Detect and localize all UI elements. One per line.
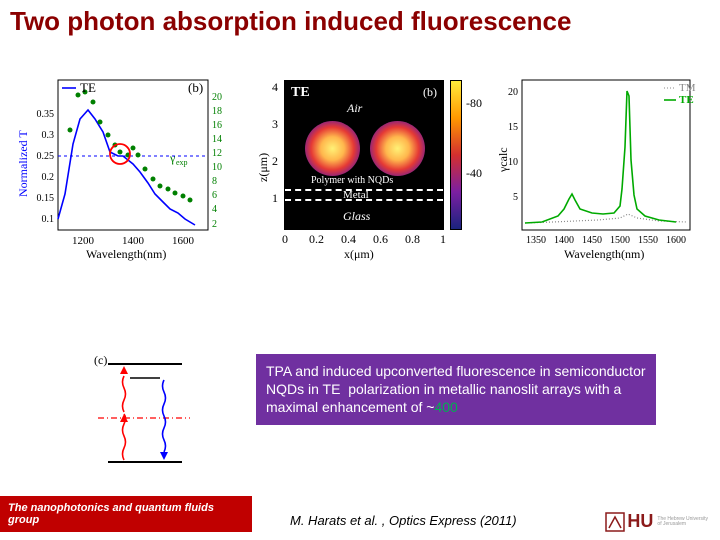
panel-a-label: (b)	[188, 80, 203, 95]
svg-text:1600: 1600	[666, 235, 686, 246]
svg-text:1450: 1450	[582, 235, 602, 246]
svg-text:1400: 1400	[122, 235, 145, 247]
svg-text:(c): (c)	[94, 353, 107, 367]
svg-text:8: 8	[212, 176, 217, 187]
panel-c-ylabel: γcalc	[496, 147, 511, 172]
svg-text:1200: 1200	[72, 235, 95, 247]
svg-text:2: 2	[212, 219, 217, 230]
panel-b-ylabel: z(μm)	[256, 153, 271, 182]
svg-text:0.15: 0.15	[37, 193, 55, 204]
panel-a-gamma-label: γ	[169, 151, 176, 165]
svg-text:12: 12	[212, 148, 222, 159]
heatmap-te-label: TE	[291, 85, 310, 101]
slide-title: Two photon absorption induced fluorescen…	[10, 6, 571, 37]
svg-text:10: 10	[212, 162, 222, 173]
svg-text:TE: TE	[679, 94, 694, 106]
svg-text:1550: 1550	[638, 235, 658, 246]
description-highlight: 400	[434, 399, 457, 415]
panel-a-svg: 0.1 0.15 0.2 0.25 0.3 0.35 2 4 6 8 10 12 14 1…	[20, 72, 240, 264]
svg-text:6: 6	[212, 190, 217, 201]
heatmap-air-label: Air	[347, 101, 362, 116]
panel-b-xlabel: x(μm)	[344, 247, 374, 262]
svg-text:TM: TM	[679, 82, 696, 94]
panel-c-svg: 5 10 15 20 1350 1400 1450 1500 1550 1600…	[494, 72, 716, 264]
citation: M. Harats et al. , Optics Express (2011)	[290, 513, 517, 528]
panel-c-chart: 5 10 15 20 1350 1400 1450 1500 1550 1600…	[494, 72, 716, 264]
svg-text:20: 20	[508, 87, 518, 98]
svg-text:20: 20	[212, 92, 222, 103]
heatmap-glass-label: Glass	[343, 209, 370, 224]
svg-text:1500: 1500	[610, 235, 630, 246]
svg-text:4: 4	[212, 204, 217, 215]
svg-text:0.25: 0.25	[37, 151, 55, 162]
svg-text:1350: 1350	[526, 235, 546, 246]
panel-a-ylabel: Normalized T	[16, 130, 31, 197]
panel-b-heatmap: TE (b) Air Polymer with NQDs Metal Glass…	[256, 72, 482, 264]
svg-text:1600: 1600	[172, 235, 195, 247]
svg-text:18: 18	[212, 106, 222, 117]
description-box: TPA and induced upconverted fluorescence…	[256, 354, 656, 425]
svg-text:0.3: 0.3	[42, 130, 55, 141]
heatmap-polymer-label: Polymer with NQDs	[311, 175, 393, 186]
svg-text:0.35: 0.35	[37, 109, 55, 120]
svg-text:15: 15	[508, 122, 518, 133]
energy-diagram: (c)	[90, 348, 200, 478]
svg-text:1400: 1400	[554, 235, 574, 246]
hu-logo: HU The Hebrew Universityof Jerusalem	[605, 511, 708, 532]
svg-text:0.2: 0.2	[42, 172, 55, 183]
panel-c-xlabel: Wavelength(nm)	[564, 247, 644, 262]
logo-text: HU	[627, 511, 653, 532]
svg-text:5: 5	[513, 192, 518, 203]
panel-a-chart: 0.1 0.15 0.2 0.25 0.3 0.35 2 4 6 8 10 12 14 1…	[20, 72, 240, 264]
svg-text:16: 16	[212, 120, 222, 131]
svg-text:14: 14	[212, 134, 222, 145]
svg-text:0.1: 0.1	[42, 214, 55, 225]
footer-group-label: The nanophotonics and quantum fluids gro…	[0, 496, 252, 532]
heatmap-metal-label: Metal	[343, 189, 369, 201]
heatmap-b-label: (b)	[423, 85, 437, 100]
panel-a-legend: TE	[80, 80, 96, 95]
panel-a-xlabel: Wavelength(nm)	[86, 247, 166, 262]
svg-text:exp: exp	[176, 158, 188, 167]
